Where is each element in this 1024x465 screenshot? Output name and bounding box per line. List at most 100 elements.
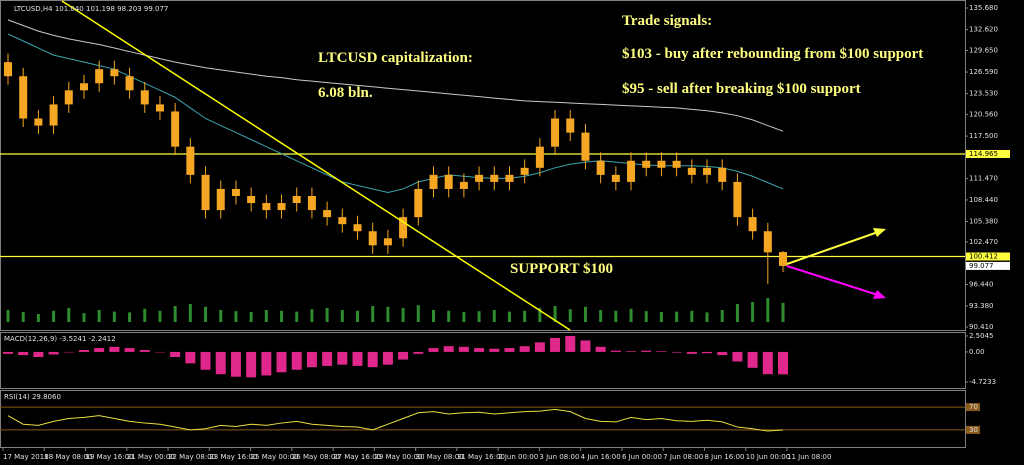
y-tick-label: 70 [969,403,978,411]
x-tick-label: 26 May 08:00 [292,453,340,461]
candle-body [429,174,438,189]
volume-bar [128,312,132,322]
macd-bar [246,351,257,378]
annotation: $103 - buy after rebounding from $100 su… [622,46,923,62]
macd-bar [534,342,545,352]
candle-body [566,118,575,133]
macd-bar [443,346,454,352]
macd-bar [3,351,13,354]
volume-bar [173,306,177,322]
volume-bar [568,309,572,322]
y-tick-label: 102.470 [969,238,998,246]
x-tick-label: 19 May 16:00 [86,453,134,461]
candle-body [611,174,620,182]
candle-body [216,188,225,211]
macd-bar [367,351,378,368]
candle-body [748,217,757,232]
trend-line [61,0,571,331]
y-tick-label: 114.965 [969,150,998,158]
y-tick-label: 90.410 [969,323,994,331]
x-tick-label: 29 May 00:00 [374,453,422,461]
candle-body [338,217,347,225]
volume-bar [553,306,557,322]
y-tick-label: 0.00 [969,348,985,356]
volume-bar [781,302,785,322]
volume-bar [219,310,223,322]
volume-bar [659,312,663,322]
rsi-header: RSI(14) 29.8060 [4,393,61,401]
macd-bar [124,348,135,352]
rsi-line [7,408,784,432]
x-tick-label: 31 May 16:00 [457,453,505,461]
x-tick-label: 17 May 2018 [3,453,49,461]
x-tick-label: 3 Jun 08:00 [539,453,579,461]
volume-bar [599,310,603,322]
volume-bar [112,311,116,322]
macd-bar [610,350,621,352]
volume-bar [234,311,238,322]
macd-bar [550,337,561,352]
macd-bar [18,351,29,356]
macd-bar [261,351,272,376]
candle-body [110,69,119,77]
macd-bar [48,351,59,355]
volume-bar [766,298,770,322]
y-tick-label: 117.500 [969,132,998,140]
x-tick-label: 4 Jun 16:00 [581,453,621,461]
volume-bar [310,309,314,322]
volume-bar [264,310,268,322]
volume-bar [416,305,420,322]
candle-body [323,210,332,218]
volume-bar [477,311,481,322]
macd-bar [641,350,652,352]
volume-bar [204,306,208,322]
x-tick-label: 21 May 00:00 [127,453,175,461]
candle-body [171,111,180,147]
y-tick-label: 111.470 [969,175,998,183]
volume-bar [36,314,40,322]
macd-bar [626,351,637,352]
candle-body [520,167,529,175]
macd-bar [215,351,226,375]
y-tick-label: 105.380 [969,218,998,226]
x-tick-label: 8 Jun 16:00 [704,453,744,461]
macd-bar [519,346,530,352]
x-tick-label: 11 Jun 08:00 [787,453,831,461]
volume-bar [523,310,527,322]
candle-body [186,146,195,175]
sell-arrowhead [873,290,886,299]
volume-bar [280,310,284,322]
candle-body [718,167,727,182]
rsi-label-box [966,403,980,412]
candle-body [703,167,712,175]
macd-bar [63,351,74,353]
volume-bar [67,308,71,322]
x-tick-label: 7 Jun 08:00 [663,453,703,461]
macd-bar [762,351,773,375]
macd-bar [580,340,591,352]
candle-body [307,195,316,211]
candle-body [125,76,134,91]
candle-body [444,174,453,189]
main-panel-frame [0,0,966,331]
candle-body [383,238,392,246]
macd-header: MACD(12,26,9) -3.5241 -2.2412 [4,335,116,343]
y-tick-label: 108.440 [969,196,998,204]
volume-bar [356,310,360,322]
candle-body [34,118,43,126]
candle-body [672,160,681,168]
candle-body [292,195,301,204]
candle-body [368,231,377,246]
macd-bar [109,346,120,352]
candle-body [19,76,28,119]
volume-bar [371,306,375,322]
x-tick-label: 10 Jun 00:00 [746,453,790,461]
main-layer [0,19,965,322]
volume-bar [143,308,147,322]
y-tick-label: 135.680 [969,4,998,12]
x-tick-label: 22 May 08:00 [168,453,216,461]
candle-body [581,132,590,161]
volume-bar [97,310,101,322]
candle-body [231,188,240,196]
